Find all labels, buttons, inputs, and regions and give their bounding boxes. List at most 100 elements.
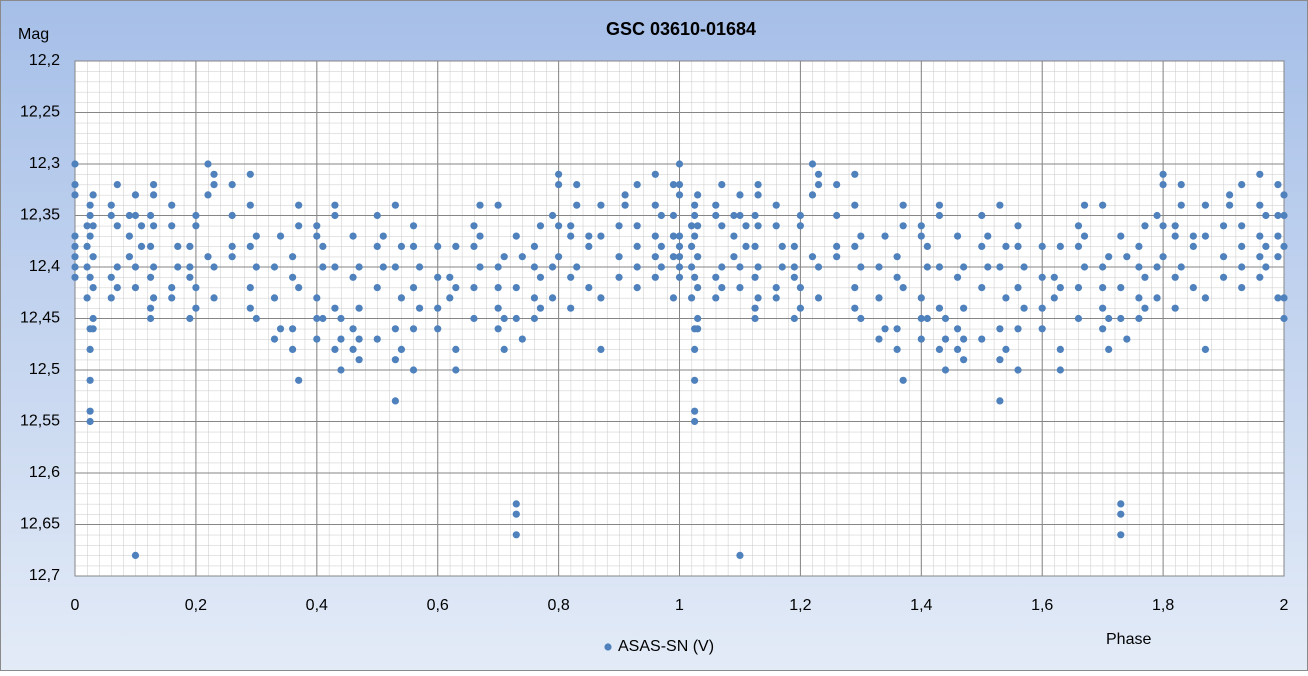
data-point	[657, 211, 665, 220]
data-point	[691, 345, 699, 353]
data-point	[754, 263, 762, 271]
data-point	[899, 284, 907, 292]
data-point	[978, 335, 986, 343]
data-point	[730, 253, 738, 261]
data-point	[669, 232, 678, 240]
data-point	[1171, 222, 1179, 230]
data-point	[512, 510, 520, 518]
data-point	[131, 284, 140, 292]
data-point	[276, 325, 285, 333]
data-point	[996, 397, 1004, 405]
data-point	[585, 284, 593, 292]
data-point	[751, 242, 759, 250]
data-point	[917, 222, 925, 230]
data-point	[1074, 242, 1083, 250]
data-point	[597, 232, 605, 240]
data-point	[270, 294, 279, 302]
data-point	[875, 335, 883, 343]
data-point	[1189, 284, 1197, 292]
data-point	[996, 263, 1004, 271]
data-point	[796, 304, 805, 312]
data-point	[270, 335, 279, 343]
data-point	[657, 242, 665, 250]
data-point	[452, 242, 460, 250]
data-point	[186, 273, 194, 281]
data-point	[409, 242, 418, 250]
data-point	[899, 222, 907, 230]
data-point	[192, 304, 200, 312]
data-point	[210, 294, 218, 302]
data-point	[712, 211, 720, 220]
data-point	[881, 232, 889, 240]
data-point	[899, 376, 907, 384]
data-point	[86, 345, 94, 353]
data-point	[86, 407, 94, 415]
data-point	[1219, 222, 1228, 230]
data-point	[397, 345, 406, 353]
data-point	[754, 181, 762, 189]
data-point	[71, 242, 79, 250]
data-point	[409, 366, 418, 374]
data-point	[875, 294, 883, 302]
data-point	[1171, 304, 1179, 312]
data-point	[615, 273, 623, 281]
data-point	[555, 170, 563, 178]
data-point	[1153, 263, 1161, 271]
data-point	[742, 222, 750, 230]
data-point	[657, 263, 665, 271]
data-point	[146, 273, 155, 281]
data-point	[935, 304, 944, 312]
data-point	[512, 314, 520, 323]
data-point	[313, 294, 321, 302]
data-point	[1189, 232, 1197, 240]
data-point	[1274, 232, 1282, 240]
data-point	[107, 294, 115, 302]
data-point	[397, 242, 406, 250]
data-point	[1099, 325, 1107, 333]
data-point	[669, 181, 678, 189]
data-point	[1238, 263, 1246, 271]
data-point	[204, 191, 212, 199]
data-point	[1038, 273, 1046, 281]
data-point	[89, 314, 97, 323]
data-point	[633, 263, 641, 271]
y-tick-label: 12,7	[29, 567, 60, 584]
data-point	[691, 273, 699, 281]
data-point	[651, 232, 659, 240]
data-point	[718, 263, 726, 271]
data-point	[615, 253, 623, 261]
data-point	[500, 314, 508, 323]
data-point	[669, 211, 678, 220]
data-point	[168, 222, 176, 230]
data-point	[446, 294, 454, 302]
x-tick-label: 1,8	[1152, 597, 1174, 614]
data-point	[83, 242, 91, 250]
data-point	[1056, 345, 1064, 353]
data-point	[808, 253, 817, 261]
data-point	[567, 232, 575, 240]
data-point	[851, 170, 859, 178]
data-point	[1256, 170, 1264, 178]
data-point	[246, 242, 254, 250]
data-point	[833, 242, 841, 250]
data-point	[978, 211, 986, 220]
data-point	[1262, 242, 1270, 250]
data-point	[331, 304, 339, 312]
data-point	[548, 211, 557, 220]
data-point	[778, 242, 786, 250]
data-point	[337, 335, 345, 343]
data-point	[633, 242, 641, 250]
data-point	[1056, 242, 1064, 250]
data-point	[694, 325, 702, 333]
data-point	[1038, 304, 1046, 312]
data-point	[186, 314, 194, 323]
data-point	[1020, 263, 1028, 271]
data-point	[530, 314, 539, 323]
data-point	[1002, 294, 1010, 302]
legend-marker	[604, 643, 612, 651]
data-point	[1099, 284, 1107, 292]
data-point	[1141, 304, 1149, 312]
data-point	[718, 181, 726, 189]
data-point	[694, 191, 702, 199]
